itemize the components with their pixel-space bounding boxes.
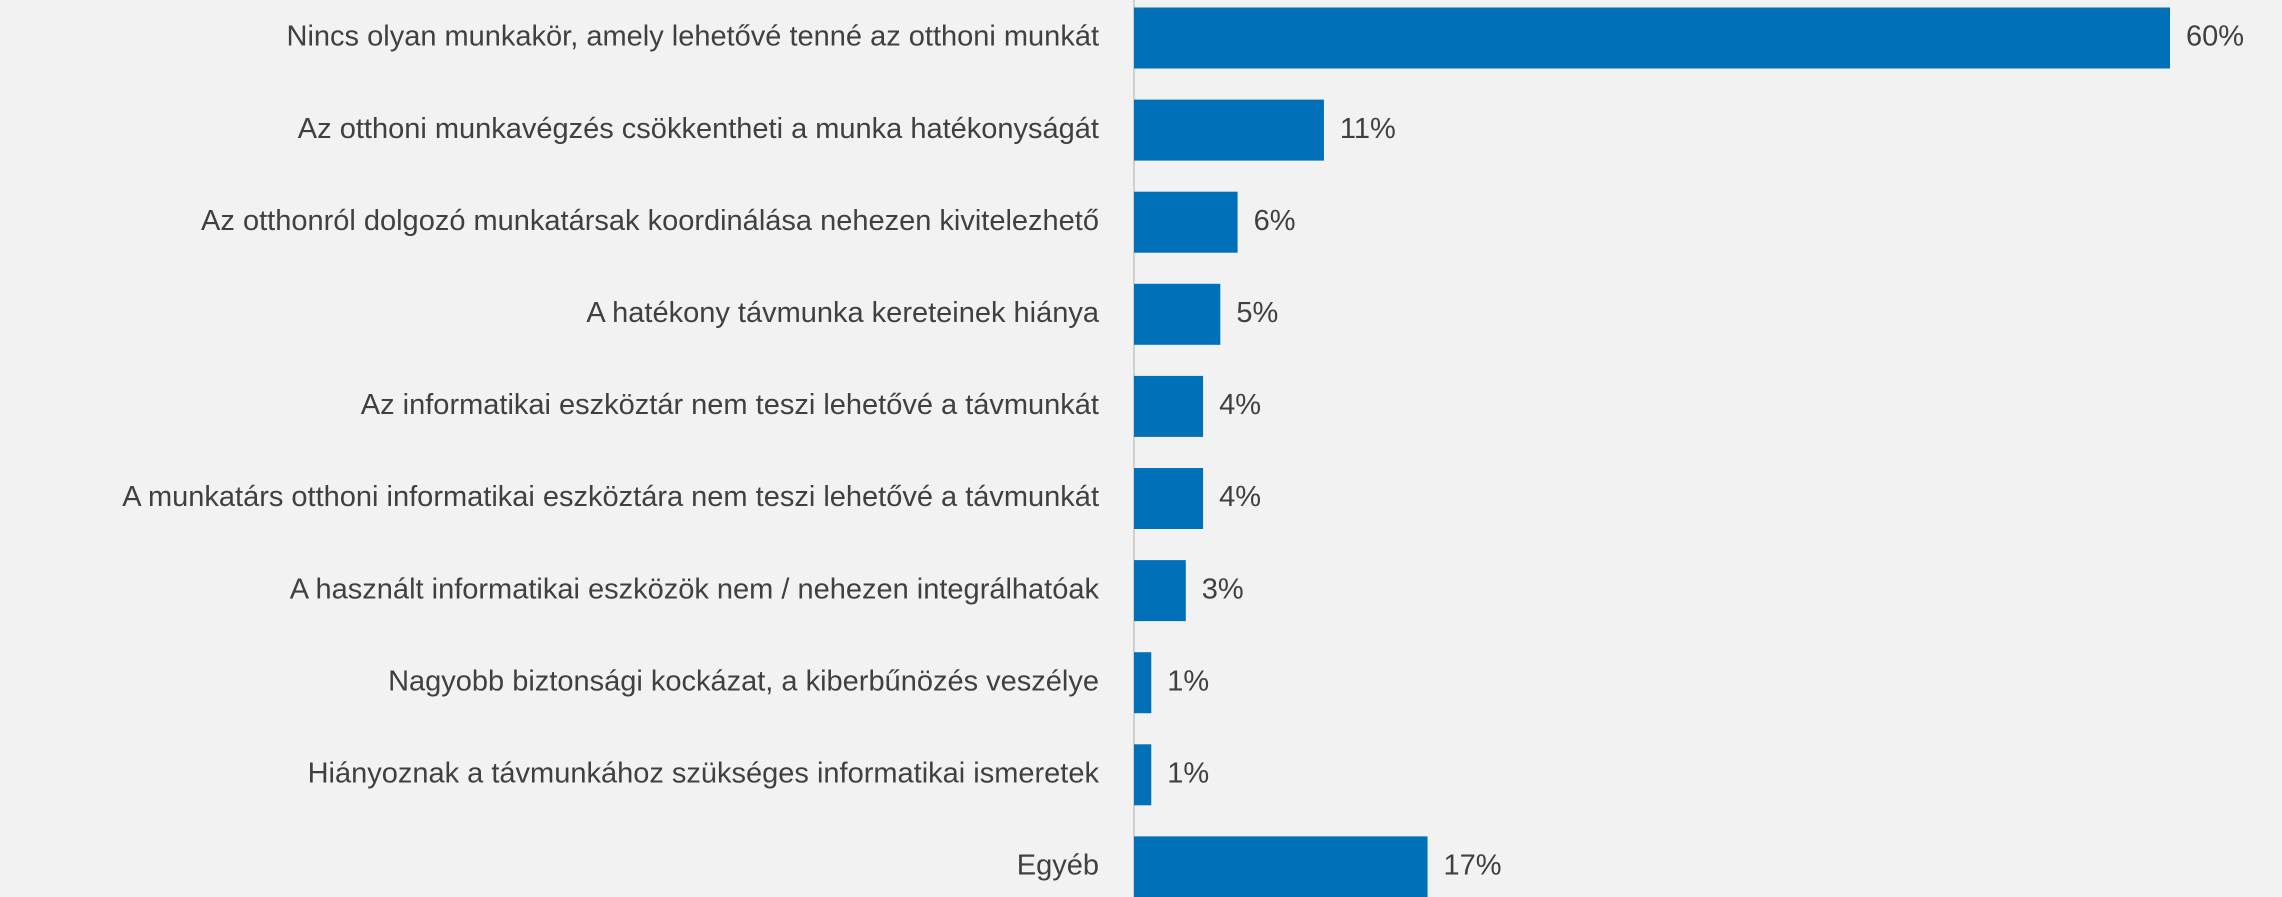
category-label: Hiányoznak a távmunkához szükséges infor… [308, 757, 1100, 789]
category-label: Az informatikai eszköztár nem teszi lehe… [361, 389, 1099, 421]
bar [1134, 744, 1152, 806]
category-label: A hatékony távmunka kereteinek hiánya [586, 297, 1100, 329]
bar [1134, 7, 2170, 69]
category-label: A használt informatikai eszközök nem / n… [290, 573, 1100, 605]
value-label: 1% [1167, 757, 1209, 789]
value-label: 5% [1236, 297, 1278, 329]
bar [1134, 836, 1428, 897]
category-label: Az otthonról dolgozó munkatársak koordin… [201, 205, 1099, 237]
value-label: 6% [1254, 205, 1296, 237]
bar [1134, 375, 1204, 437]
bar [1134, 191, 1238, 253]
bar [1134, 560, 1186, 622]
value-label: 3% [1202, 573, 1244, 605]
value-label: 1% [1167, 665, 1209, 697]
category-label: A munkatárs otthoni informatikai eszközt… [122, 481, 1099, 513]
value-label: 4% [1219, 481, 1261, 513]
bar [1134, 652, 1152, 714]
category-label: Egyéb [1017, 850, 1099, 882]
bar [1134, 283, 1221, 345]
value-label: 60% [2186, 21, 2244, 53]
value-label: 4% [1219, 389, 1261, 421]
bar [1134, 468, 1204, 529]
value-label: 17% [1444, 850, 1502, 882]
category-label: Az otthoni munkavégzés csökkentheti a mu… [298, 113, 1099, 145]
value-label: 11% [1340, 113, 1396, 145]
category-label: Nagyobb biztonsági kockázat, a kiberbűnö… [388, 665, 1099, 697]
bar [1134, 99, 1324, 161]
category-label: Nincs olyan munkakör, amely lehetővé ten… [287, 21, 1099, 53]
